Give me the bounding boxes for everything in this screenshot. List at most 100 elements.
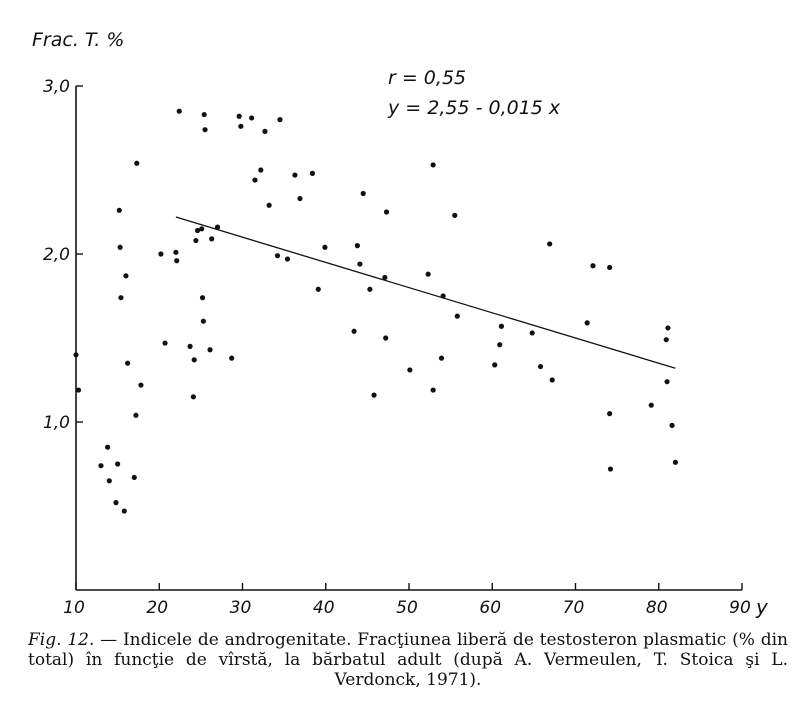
data-point [297, 195, 303, 202]
data-point [292, 172, 298, 178]
data-point [121, 508, 127, 514]
data-point [529, 330, 535, 336]
data-point [131, 474, 137, 481]
data-point [202, 127, 208, 133]
data-point [315, 286, 321, 292]
data-point [262, 128, 268, 134]
data-point [209, 236, 215, 242]
data-point [116, 207, 122, 213]
data-point [73, 352, 79, 358]
data-point [199, 226, 205, 232]
data-point [425, 271, 431, 277]
data-point [162, 340, 168, 346]
data-point [584, 320, 590, 326]
data-point [123, 273, 129, 279]
data-point [547, 241, 553, 247]
data-point [672, 459, 679, 465]
data-point [252, 177, 258, 183]
data-point [238, 123, 244, 129]
data-point [607, 411, 613, 417]
data-point [430, 162, 436, 168]
data-point [113, 500, 119, 506]
x-axis-title: y [755, 595, 769, 619]
data-point [492, 362, 498, 368]
data-point [207, 347, 213, 353]
data-point [138, 382, 144, 388]
data-point [322, 244, 328, 250]
data-point [382, 274, 388, 281]
data-point [190, 394, 196, 400]
x-tick-label: 90 [729, 598, 751, 618]
y-tick-label: 1,0 [43, 413, 70, 433]
data-point [351, 328, 357, 334]
data-point [117, 244, 123, 250]
y-axis-title: Frac. T. % [32, 29, 124, 51]
data-point [607, 466, 614, 472]
y-tick-label: 2,0 [43, 245, 70, 265]
data-point [309, 170, 316, 176]
data-point [106, 478, 112, 484]
data-point [229, 355, 235, 361]
data-point [438, 355, 445, 361]
data-point [607, 264, 613, 271]
data-point [105, 444, 111, 450]
caption-lead: Fig. 12. [28, 630, 95, 650]
data-point [236, 113, 242, 119]
data-point [284, 256, 291, 262]
data-point [200, 318, 206, 324]
regression-line [175, 216, 676, 369]
data-point [440, 293, 446, 299]
data-point [277, 117, 283, 123]
data-point [115, 461, 121, 467]
scatter-chart: Frac. T. % r = 0,55 y = 2,55 - 0,015 x 1… [32, 29, 769, 619]
data-point [133, 412, 139, 418]
data-point [454, 313, 460, 319]
data-point [158, 251, 164, 257]
x-tick-label: 70 [563, 598, 585, 618]
x-tick-label: 60 [479, 598, 501, 618]
data-point [193, 237, 199, 244]
data-point [498, 323, 505, 329]
data-point [648, 402, 654, 408]
data-point [118, 295, 124, 301]
data-point [274, 253, 281, 259]
caption-text: — Indicele de androgenitate. Fracţiunea … [28, 630, 788, 690]
data-point [367, 286, 373, 292]
data-point [357, 261, 363, 267]
x-tick-label: 20 [146, 598, 168, 618]
data-point [664, 379, 670, 385]
x-tick-label: 40 [313, 598, 335, 618]
data-point [371, 392, 377, 398]
y-tick-label: 3,0 [43, 77, 70, 97]
data-point [537, 363, 544, 370]
data-point [199, 295, 206, 301]
data-point [174, 258, 180, 264]
data-point [191, 357, 197, 363]
data-point [383, 209, 390, 215]
data-point [173, 249, 179, 255]
data-point [176, 108, 182, 114]
data-point [669, 422, 675, 428]
regression-equation: y = 2,55 - 0,015 x [387, 97, 561, 119]
data-point [75, 387, 82, 393]
x-tick-label: 30 [230, 598, 252, 618]
data-point [590, 263, 596, 269]
data-point [214, 224, 221, 230]
data-point [125, 360, 131, 366]
data-point [266, 202, 272, 208]
data-point [407, 367, 413, 373]
data-point [549, 377, 555, 383]
data-point [360, 190, 366, 197]
data-point [430, 387, 436, 393]
data-point [201, 111, 207, 118]
data-point [194, 227, 201, 234]
figure-caption: Fig. 12. — Indicele de androgenitate. Fr… [28, 630, 788, 690]
data-point [497, 342, 503, 348]
data-point [249, 115, 255, 121]
data-point [665, 325, 671, 331]
data-point [187, 343, 193, 349]
data-point [134, 160, 140, 166]
data-point [663, 337, 669, 343]
data-point [354, 243, 360, 249]
data-point [98, 463, 104, 469]
